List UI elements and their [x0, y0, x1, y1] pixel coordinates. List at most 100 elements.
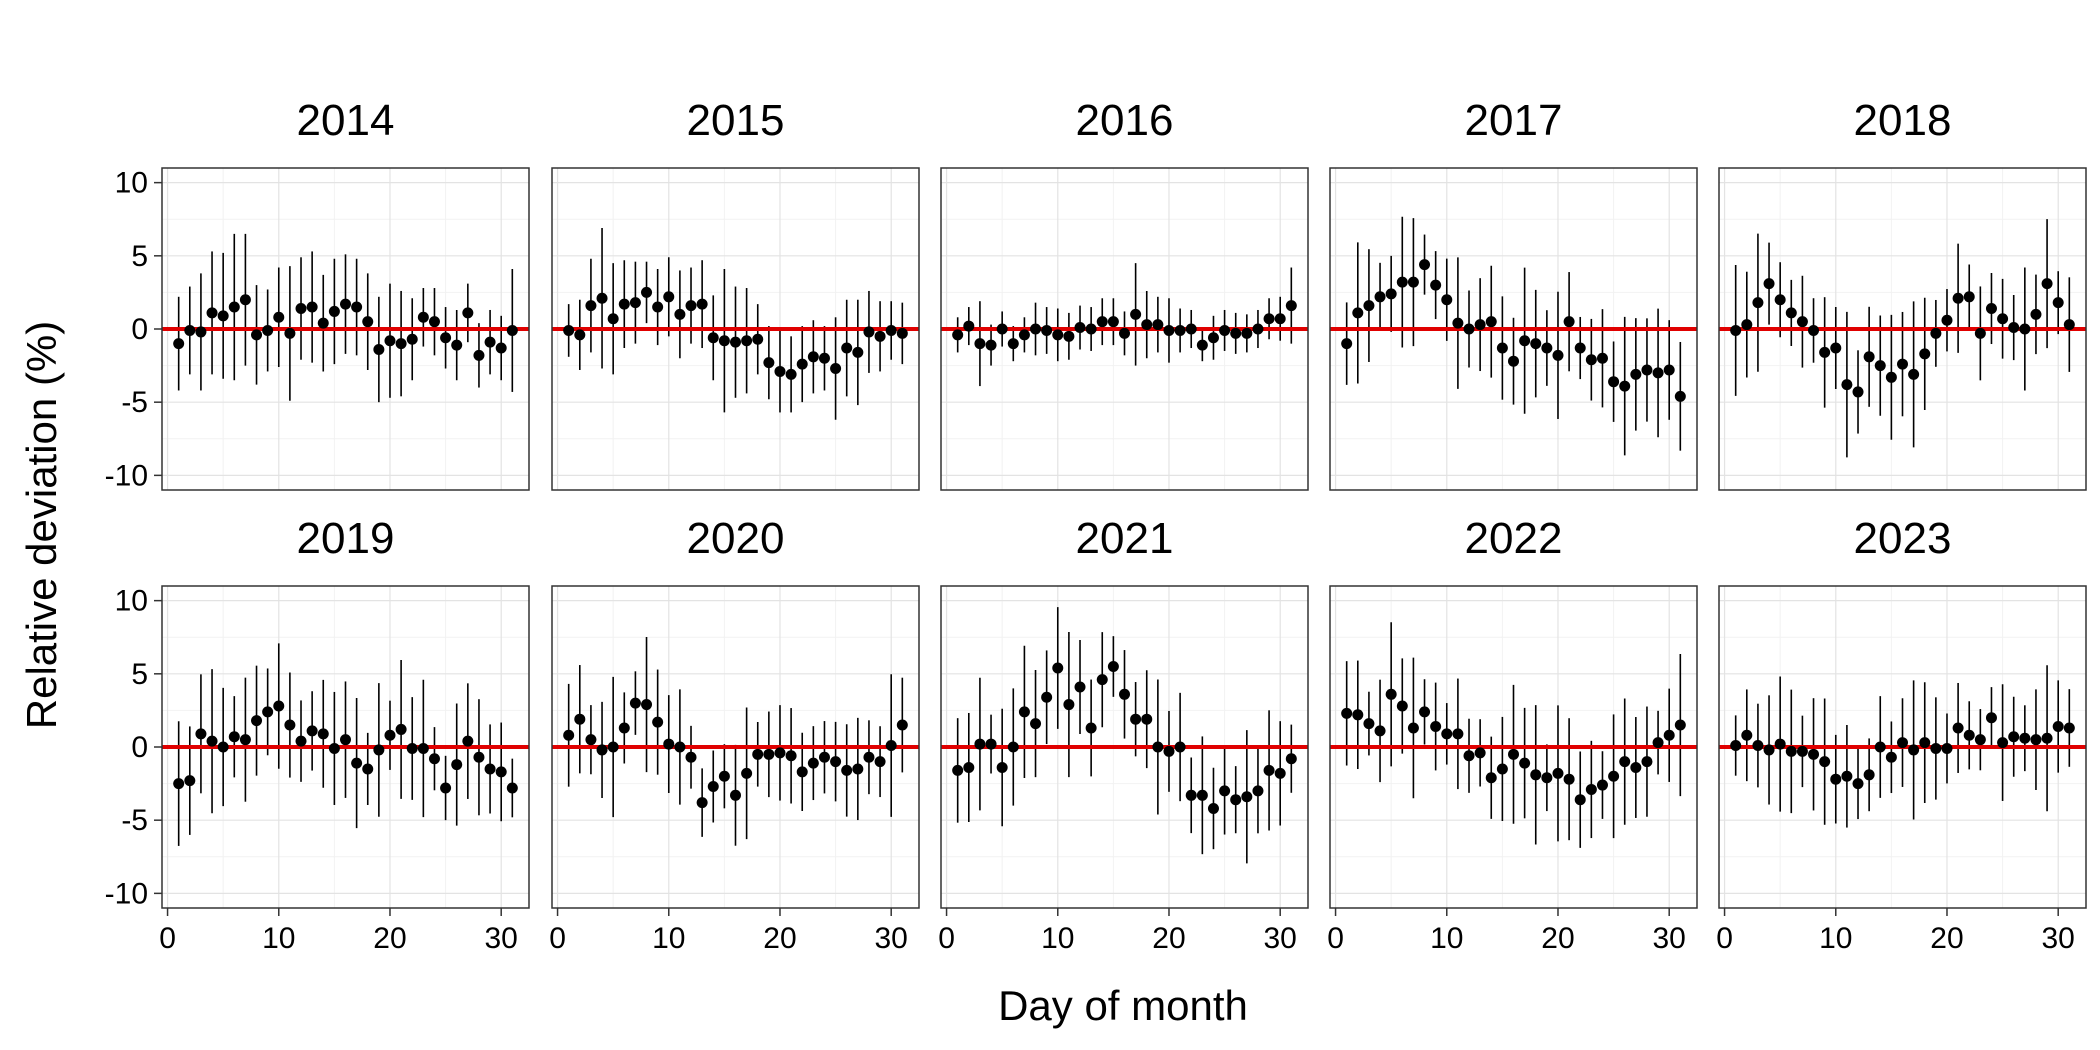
y-tick-label: 0: [131, 731, 148, 764]
data-point: [1897, 737, 1908, 749]
x-tick-label: 10: [652, 922, 685, 955]
data-point: [1474, 747, 1486, 759]
data-point: [473, 349, 485, 361]
data-point: [1508, 748, 1519, 760]
data-point: [506, 324, 518, 336]
data-point: [1285, 300, 1297, 312]
data-point: [641, 699, 653, 711]
data-point: [1841, 770, 1853, 782]
data-point: [763, 357, 775, 369]
data-point: [1730, 740, 1742, 752]
data-point: [1363, 718, 1375, 730]
data-point: [317, 317, 329, 329]
panel-2022: 2022 0 10 20 30: [1327, 514, 1698, 955]
panel-title: 2014: [297, 96, 395, 145]
data-point: [574, 713, 586, 725]
data-point: [273, 311, 285, 323]
data-point: [663, 738, 675, 750]
data-point: [1563, 316, 1575, 328]
data-point: [1052, 662, 1064, 674]
data-point: [1941, 314, 1953, 326]
x-tick-label: 20: [763, 922, 796, 955]
data-point: [1752, 740, 1764, 752]
data-point: [1897, 358, 1908, 370]
data-point: [1341, 338, 1353, 350]
data-point: [1619, 380, 1631, 392]
data-point: [406, 333, 418, 345]
data-point: [1796, 745, 1808, 757]
data-point: [685, 300, 697, 312]
data-point: [563, 729, 575, 741]
data-point: [262, 324, 274, 336]
data-point: [228, 731, 240, 743]
panel-2018: 2018: [1718, 96, 2087, 491]
data-point: [952, 764, 964, 776]
panel-title: 2022: [1465, 514, 1563, 563]
x-tick-label: 20: [1152, 922, 1185, 955]
y-tick-label: 0: [131, 313, 148, 346]
data-point: [1774, 738, 1786, 750]
data-point: [384, 729, 396, 741]
data-point: [1374, 725, 1386, 737]
data-point: [428, 316, 440, 328]
data-point: [1796, 316, 1808, 328]
data-point: [451, 759, 463, 771]
data-point: [1385, 688, 1397, 700]
data-point: [2030, 308, 2042, 320]
data-point: [2052, 721, 2064, 733]
y-tick-label: 10: [115, 167, 148, 200]
data-point: [2063, 722, 2075, 734]
data-point: [852, 346, 864, 358]
data-point: [1419, 259, 1431, 271]
data-point: [184, 324, 196, 336]
data-point: [1574, 342, 1586, 354]
data-point: [373, 343, 385, 355]
data-point: [217, 310, 229, 322]
y-tick-label: 5: [131, 658, 148, 691]
data-point: [763, 748, 775, 760]
data-point: [1219, 324, 1231, 336]
data-point: [2041, 278, 2053, 290]
x-tick-label: 30: [2042, 922, 2075, 955]
data-point: [885, 740, 897, 752]
data-point: [1641, 364, 1653, 376]
data-point: [830, 756, 842, 768]
data-point: [1096, 674, 1108, 686]
data-point: [1207, 332, 1219, 344]
data-point: [674, 741, 686, 753]
data-point: [1430, 721, 1442, 733]
data-point: [1219, 785, 1231, 797]
data-point: [1141, 319, 1153, 331]
panel-title: 2016: [1076, 96, 1174, 145]
panel-title: 2021: [1076, 514, 1174, 563]
panels-layer: 2014 10 5 0 -5 -10 2015 2016 2017 2018 2019 10 5 0 -5 -…: [105, 96, 2087, 955]
data-point: [1374, 291, 1386, 303]
y-tick-label: -10: [105, 877, 148, 910]
data-point: [830, 363, 842, 375]
data-point: [2052, 297, 2064, 309]
data-point: [1585, 783, 1597, 795]
data-point: [1107, 316, 1119, 328]
data-point: [1230, 794, 1242, 806]
data-point: [1485, 316, 1497, 328]
data-point: [1152, 741, 1164, 753]
data-point: [1163, 324, 1175, 336]
data-point: [1874, 360, 1886, 372]
data-point: [1652, 367, 1664, 379]
data-point: [1585, 354, 1597, 366]
data-point: [1541, 772, 1553, 784]
x-tick-label: 20: [373, 922, 406, 955]
data-point: [1052, 329, 1064, 341]
data-point: [1241, 327, 1253, 339]
data-point: [484, 763, 496, 775]
data-point: [228, 301, 240, 313]
data-point: [752, 333, 764, 345]
data-point: [696, 797, 708, 809]
data-point: [1496, 342, 1508, 354]
data-point: [618, 298, 630, 310]
data-point: [563, 324, 575, 336]
data-point: [473, 751, 485, 763]
data-point: [1496, 763, 1508, 775]
data-point: [618, 722, 630, 734]
data-point: [629, 297, 641, 309]
